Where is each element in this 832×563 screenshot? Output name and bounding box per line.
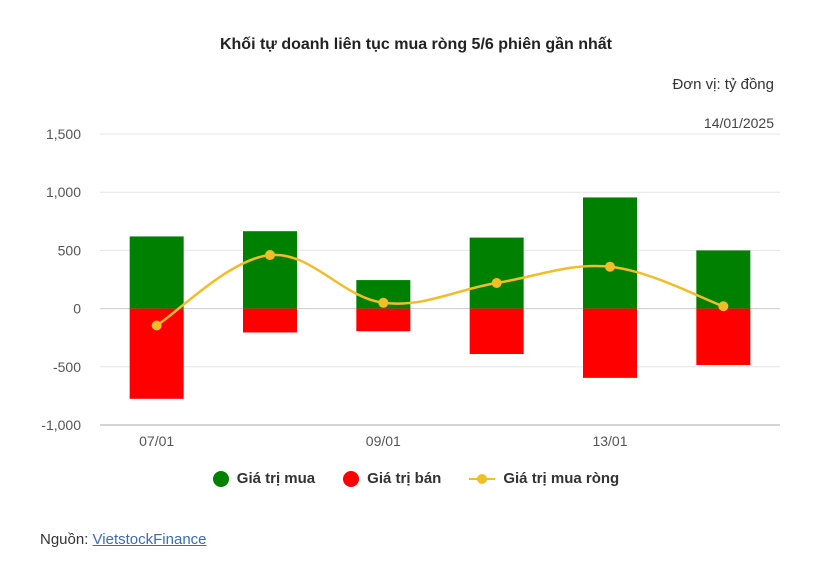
legend-buy-symbol: [212, 470, 229, 487]
source-prefix: Nguồn:: [40, 531, 93, 548]
sell-bar: [356, 308, 411, 332]
x-tick-label: 13/01: [592, 433, 627, 449]
y-tick-label: 500: [58, 242, 82, 258]
sell-bar: [243, 308, 297, 333]
net-buy-point: [491, 277, 502, 288]
sell-bar: [696, 308, 751, 366]
buy-bar: [696, 250, 751, 309]
y-tick-label: -1,000: [41, 417, 81, 433]
legend-item-sell[interactable]: Giá trị bán: [343, 470, 441, 487]
x-tick-label: 07/01: [139, 433, 174, 449]
buy-bar: [469, 237, 524, 309]
legend-item-buy[interactable]: Giá trị mua: [212, 470, 316, 487]
legend-item-net[interactable]: Giá trị mua ròng: [469, 470, 619, 487]
net-buy-line: [156, 253, 724, 327]
net-buy-point: [718, 301, 729, 312]
legend: Giá trị mua Giá trị bán Giá trị mua ròng: [0, 470, 832, 487]
unit-label: Đơn vị: tỷ đồng: [672, 76, 774, 93]
buy-bar: [243, 231, 297, 309]
source-line: Nguồn: VietstockFinance: [40, 531, 207, 548]
chart-title: Khối tự doanh liên tục mua ròng 5/6 phiê…: [219, 36, 613, 53]
legend-sell-symbol: [343, 470, 360, 487]
net-buy-point: [378, 297, 389, 308]
source-link[interactable]: VietstockFinance: [92, 531, 207, 548]
y-tick-label: -500: [53, 359, 81, 375]
y-tick-label: 1,000: [46, 184, 81, 200]
legend-buy-label: Giá trị mua: [236, 470, 316, 487]
chart-svg: 1,500 1,000 500 0 -500 -1,000 07/01 09/01 13/01: [41, 126, 780, 449]
date-label: 14/01/2025: [703, 115, 774, 131]
x-tick-label: 09/01: [366, 433, 401, 449]
sell-bar: [583, 308, 637, 378]
y-tick-label: 1,500: [46, 126, 81, 142]
legend-net-symbol: [469, 471, 496, 487]
legend-net-label: Giá trị mua ròng: [503, 470, 620, 487]
sell-bar: [469, 308, 524, 354]
legend-sell-label: Giá trị bán: [367, 470, 442, 487]
net-buy-point: [265, 250, 275, 261]
net-buy-point: [605, 261, 615, 272]
y-tick-label: 0: [73, 301, 81, 317]
buy-bar: [129, 236, 184, 309]
net-buy-point: [151, 320, 162, 331]
buy-bar: [583, 197, 637, 309]
